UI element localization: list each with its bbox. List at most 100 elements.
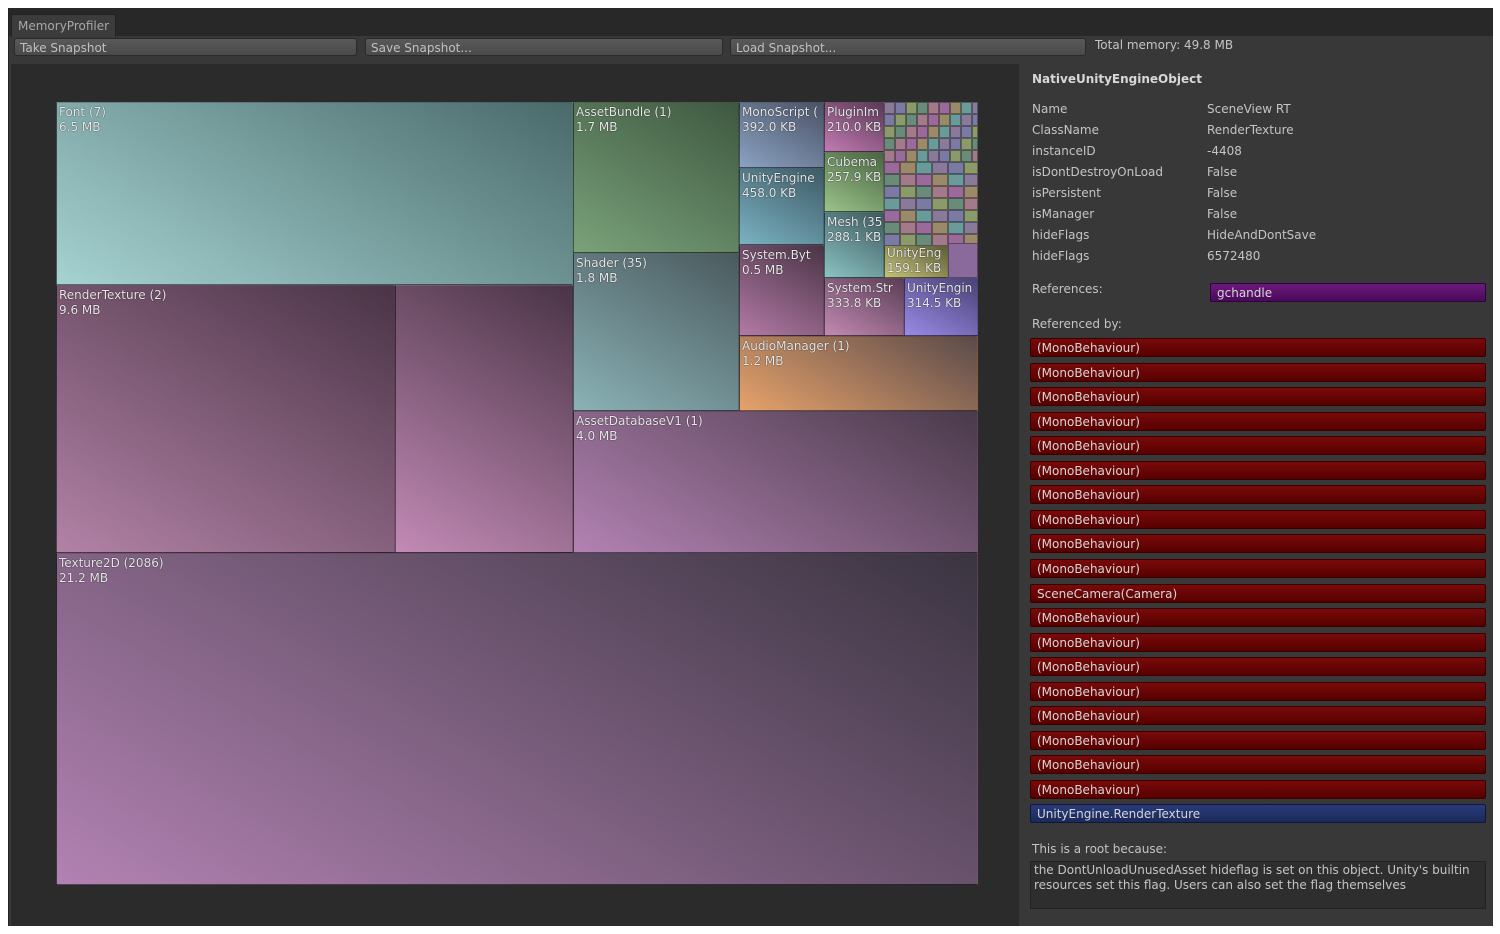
cell-size: 458.0 KB — [742, 186, 797, 200]
referenced-by-row[interactable]: (MonoBehaviour) — [1030, 509, 1486, 529]
treemap-mosaic — [964, 174, 978, 186]
treemap-cell[interactable]: MonoScript (392.0 KB — [739, 102, 824, 168]
treemap-mosaic — [932, 186, 948, 198]
referenced-by-row[interactable]: (MonoBehaviour) — [1030, 608, 1486, 628]
treemap-mosaic — [964, 222, 978, 234]
treemap-mosaic — [964, 198, 978, 210]
treemap-cell[interactable]: Font (7) 6.5 MB — [56, 102, 573, 285]
treemap-mosaic — [916, 186, 932, 198]
cell-name: UnityEngin — [907, 281, 973, 295]
treemap-mosaic — [932, 210, 948, 222]
field-label: isManager — [1032, 207, 1095, 221]
treemap-mosaic — [948, 198, 964, 210]
treemap-mosaic — [916, 174, 932, 186]
treemap-mosaic — [950, 114, 961, 126]
referenced-by-row[interactable]: (MonoBehaviour) — [1030, 779, 1486, 799]
treemap-cell[interactable]: PluginIm 210.0 KB — [824, 102, 884, 152]
treemap-mosaic — [900, 222, 916, 234]
field-value: SceneView RT — [1207, 102, 1291, 116]
treemap-mosaic — [884, 174, 900, 186]
treemap-mosaic — [884, 114, 895, 126]
referenced-by-row[interactable]: (MonoBehaviour) — [1030, 485, 1486, 505]
reference-row[interactable]: gchandle — [1210, 283, 1486, 302]
referenced-by-row[interactable]: (MonoBehaviour) — [1030, 411, 1486, 431]
treemap-mosaic — [900, 162, 916, 174]
field-value: RenderTexture — [1207, 123, 1294, 137]
root-label: This is a root because: — [1032, 842, 1168, 856]
treemap-mosaic — [972, 138, 978, 150]
save-snapshot-button[interactable]: Save Snapshot... — [365, 38, 723, 56]
window-tab[interactable]: MemoryProfiler — [11, 14, 117, 37]
take-snapshot-button[interactable]: Take Snapshot — [14, 38, 357, 56]
referenced-by-row[interactable]: (MonoBehaviour) — [1030, 730, 1486, 750]
treemap-cell[interactable]: UnityEngin 314.5 KB — [904, 278, 978, 336]
treemap-cell[interactable]: System.Byt 0.5 MB — [739, 245, 824, 336]
cell-name: Mesh (35 — [827, 215, 883, 229]
cell-name: UnityEng — [887, 246, 942, 260]
cell-name: Font (7) — [59, 105, 106, 119]
load-snapshot-button[interactable]: Load Snapshot... — [730, 38, 1086, 56]
treemap-cell[interactable]: Mesh (35 288.1 KB — [824, 212, 884, 278]
treemap-mosaic — [972, 126, 978, 138]
cell-name: AssetDatabaseV1 (1) — [576, 414, 703, 428]
field-label: isDontDestroyOnLoad — [1032, 165, 1164, 179]
treemap-mosaic — [928, 102, 939, 114]
field-value: False — [1207, 165, 1238, 179]
references-label: References: — [1032, 282, 1103, 296]
treemap-mosaic — [884, 162, 900, 174]
treemap-mosaic — [906, 126, 917, 138]
treemap-mosaic — [948, 243, 978, 278]
cell-name: System.Byt — [742, 248, 811, 262]
treemap-mosaic — [884, 126, 895, 138]
treemap-mosaic — [928, 126, 939, 138]
referenced-by-row[interactable]: (MonoBehaviour) — [1030, 362, 1486, 382]
referenced-by-row[interactable]: (MonoBehaviour) — [1030, 558, 1486, 578]
treemap-cell[interactable]: RenderTexture (2) 9.6 MB — [56, 285, 395, 553]
cell-size: 257.9 KB — [827, 170, 882, 184]
cell-name: AudioManager (1) — [742, 339, 850, 353]
treemap-mosaic — [950, 102, 961, 114]
referenced-by-row[interactable]: SceneCamera(Camera) — [1030, 583, 1486, 603]
referenced-by-row[interactable]: (MonoBehaviour) — [1030, 338, 1486, 357]
treemap-mosaic — [928, 114, 939, 126]
cell-name: Cubema — [827, 155, 878, 169]
treemap-mosaic — [939, 102, 950, 114]
treemap-mosaic — [884, 222, 900, 234]
inspector-title: NativeUnityEngineObject — [1032, 72, 1202, 86]
referenced-by-row[interactable]: (MonoBehaviour) — [1030, 460, 1486, 480]
treemap-cell[interactable]: AssetDatabaseV1 (1) 4.0 MB — [573, 411, 978, 553]
treemap-cell[interactable]: UnityEng 159.1 KB — [884, 243, 948, 278]
treemap-cell[interactable]: Shader (35) 1.8 MB — [573, 253, 739, 411]
referenced-by-row[interactable]: (MonoBehaviour) — [1030, 681, 1486, 701]
cell-size: 1.2 MB — [742, 354, 784, 368]
treemap-subcell[interactable] — [395, 285, 573, 553]
cell-name: Shader (35) — [576, 256, 647, 270]
referenced-by-row[interactable]: (MonoBehaviour) — [1030, 657, 1486, 677]
treemap-mosaic — [932, 162, 948, 174]
referenced-by-row[interactable]: (MonoBehaviour) — [1030, 632, 1486, 652]
referenced-by-row[interactable]: (MonoBehaviour) — [1030, 755, 1486, 775]
referenced-by-row[interactable]: (MonoBehaviour) — [1030, 436, 1486, 456]
field-value: False — [1207, 186, 1238, 200]
treemap-mosaic — [900, 186, 916, 198]
treemap-cell[interactable]: System.Str 333.8 KB — [824, 278, 904, 336]
referenced-by-row[interactable]: (MonoBehaviour) — [1030, 706, 1486, 726]
treemap-mosaic — [932, 222, 948, 234]
treemap-cell[interactable]: Cubema 257.9 KB — [824, 152, 884, 212]
field-value: 6572480 — [1207, 249, 1261, 263]
field-label: hideFlags — [1032, 249, 1090, 263]
treemap-cell[interactable]: Texture2D (2086) 21.2 MB — [56, 553, 978, 885]
treemap-cell[interactable]: AudioManager (1) 1.2 MB — [739, 336, 978, 411]
referenced-by-row[interactable]: (MonoBehaviour) — [1030, 387, 1486, 407]
treemap-cell[interactable]: UnityEngine 458.0 KB — [739, 168, 824, 245]
treemap-mosaic — [900, 198, 916, 210]
treemap-cell[interactable]: AssetBundle (1) 1.7 MB — [573, 102, 739, 253]
treemap-mosaic — [928, 138, 939, 150]
cell-size: 0.5 MB — [742, 263, 784, 277]
referenced-by-row[interactable]: UnityEngine.RenderTexture — [1030, 804, 1486, 824]
treemap-mosaic — [961, 126, 972, 138]
referenced-by-row[interactable]: (MonoBehaviour) — [1030, 534, 1486, 554]
treemap-mosaic — [895, 102, 906, 114]
field-label: instanceID — [1032, 144, 1096, 158]
